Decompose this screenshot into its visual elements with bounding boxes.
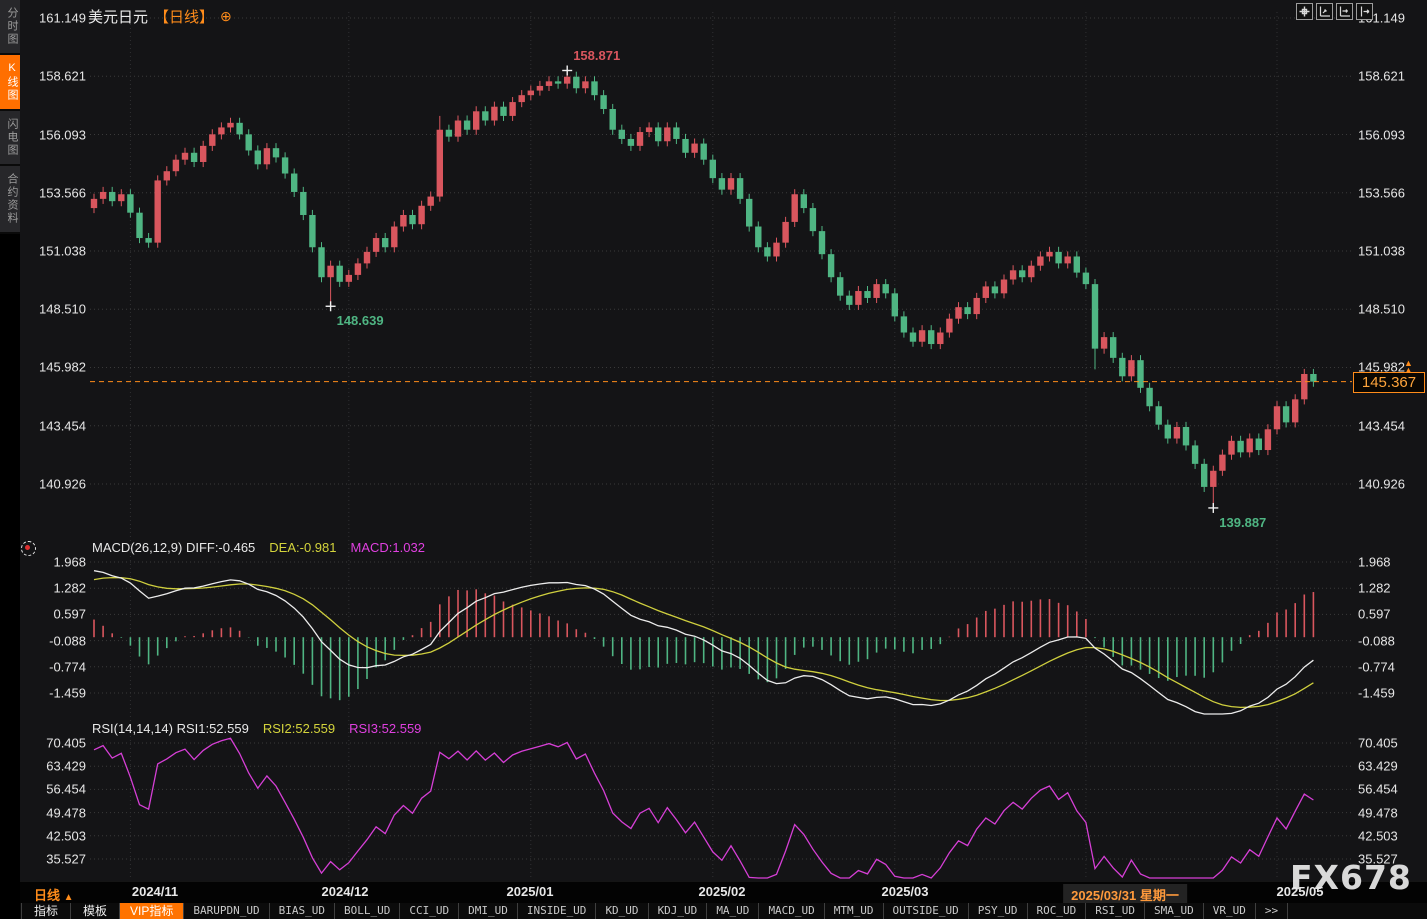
indicator-tab[interactable]: VR_UD: [1204, 903, 1256, 919]
sidebar-item-3[interactable]: 合约资料: [0, 166, 20, 234]
indicator-tab[interactable]: PSY_UD: [969, 903, 1028, 919]
chart-tools: [1296, 3, 1373, 20]
grid-layer: [90, 12, 1352, 880]
date-label: 2025/03: [881, 884, 929, 899]
symbol-title: 美元日元: [88, 9, 149, 26]
indicator-tab[interactable]: INSIDE_UD: [518, 903, 597, 919]
indicator-tab[interactable]: KDJ_UD: [649, 903, 708, 919]
toolbar-more-button[interactable]: >>: [1256, 903, 1289, 919]
macd-layer: [93, 570, 1315, 715]
last-price-tag: 145.367: [1353, 372, 1425, 393]
date-label: 2025/01: [506, 884, 554, 899]
sidebar-item-1[interactable]: K线图: [0, 55, 20, 111]
indicator-tab[interactable]: MA_UD: [707, 903, 760, 919]
toolbar-tab-1[interactable]: 模板: [71, 903, 121, 919]
rsi-name-label: RSI(14,14,14) RSI1:52.559: [92, 721, 249, 736]
period-selector[interactable]: 日线 ▲: [34, 888, 74, 903]
indicator-tab[interactable]: KD_UD: [596, 903, 649, 919]
rsi3-label: RSI3:52.559: [349, 721, 422, 736]
indicator-tab[interactable]: MTM_UD: [825, 903, 884, 919]
candlestick-layer: [90, 70, 1317, 508]
indicator-tab[interactable]: BOLL_UD: [335, 903, 401, 919]
indicator-tab[interactable]: CCI_UD: [400, 903, 460, 919]
indicator-tab[interactable]: ROC_UD: [1028, 903, 1087, 919]
last-price-arrow-icon: ▲ ▲: [1404, 358, 1413, 375]
indicator-tab[interactable]: RSI_UD: [1086, 903, 1146, 919]
highlighted-date-label: 2025/03/31 星期一: [1063, 884, 1187, 905]
indicator-tab[interactable]: DMI_UD: [459, 903, 518, 919]
chart-title-row: 美元日元 【日线】 ⊕: [88, 6, 232, 27]
chart-type-sidebar: 分时图 K线图 闪电图 合约资料: [0, 0, 20, 919]
indicator-tab[interactable]: MACD_UD: [759, 903, 825, 919]
axis-zoom-horizontal-icon[interactable]: [1336, 3, 1353, 20]
sidebar-item-0[interactable]: 分时图: [0, 0, 20, 55]
x-axis-date-row: 日线 ▲ 2024/11 2024/12 2025/01 2025/02 2025/03…: [0, 881, 1427, 905]
pan-tool-icon[interactable]: [1296, 3, 1313, 20]
scroll-to-latest-icon[interactable]: [1356, 3, 1373, 20]
date-label: 2025/05: [1276, 884, 1324, 899]
date-label: 2025/02: [698, 884, 746, 899]
indicator-tab[interactable]: OUTSIDE_UD: [884, 903, 969, 919]
rsi-indicator-labels: RSI(14,14,14) RSI1:52.559 RSI2:52.559 RSI3…: [92, 721, 421, 736]
macd-indicator-labels: MACD(26,12,9) DIFF:-0.465 DEA:-0.981 MACD:…: [92, 540, 425, 555]
rsi2-label: RSI2:52.559: [262, 721, 336, 736]
macd-dea-label: DEA:-0.981: [269, 540, 337, 555]
indicator-tab[interactable]: SMA_UD: [1145, 903, 1204, 919]
indicator-toolbar: 指标 模板 VIP指标 BARUPDN_UD BIAS_UD BOLL_UD CCI_UD D…: [0, 903, 1427, 919]
macd-name-label: MACD(26,12,9) DIFF:-0.465: [92, 540, 256, 555]
indicator-tab[interactable]: BARUPDN_UD: [184, 903, 270, 919]
axis-zoom-vertical-icon[interactable]: [1316, 3, 1333, 20]
add-compare-icon[interactable]: ⊕: [220, 8, 232, 24]
macd-value-label: MACD:1.032: [350, 540, 425, 555]
indicator-tab[interactable]: BIAS_UD: [270, 903, 335, 919]
annotation-layer: [325, 65, 1219, 513]
toolbar-spacer: [0, 903, 22, 919]
rsi-layer: [93, 737, 1314, 879]
date-label: 2024/12: [321, 884, 369, 899]
indicator-pane-marker-icon[interactable]: [21, 541, 36, 556]
toolbar-tab-0[interactable]: 指标: [22, 903, 72, 919]
sidebar-item-2[interactable]: 闪电图: [0, 111, 20, 166]
toolbar-tab-vip[interactable]: VIP指标: [120, 903, 185, 919]
date-label: 2024/11: [131, 884, 179, 899]
period-tag: 【日线】: [154, 9, 215, 26]
